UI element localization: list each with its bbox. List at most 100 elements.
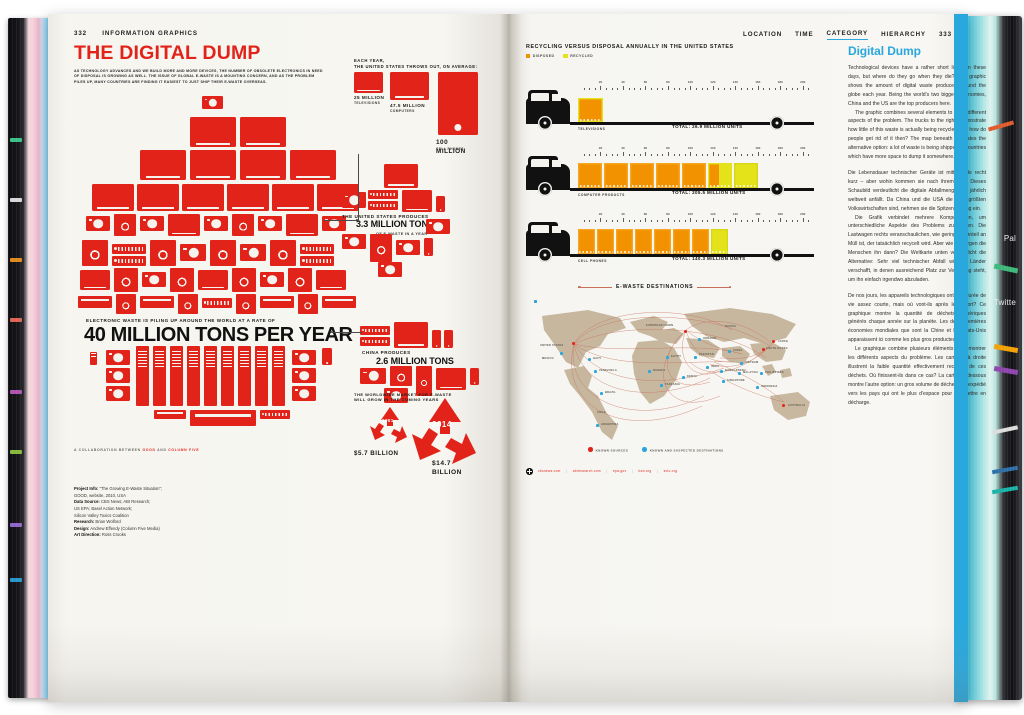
infographic-deck: AS TECHNOLOGY ADVANCES AND WE BUILD MORE…: [74, 68, 323, 85]
ruler-tick: [662, 87, 663, 90]
ruler-tick: [707, 87, 708, 90]
world-map: UNITED STATES EUROPEAN UNION JAPAN SOUTH…: [534, 300, 822, 450]
ruler-tick: [808, 219, 810, 222]
ruler-tick: [752, 219, 753, 222]
truck-total-text: TOTAL: 140.3 MILLION UNITS: [672, 256, 746, 261]
nav-item-time[interactable]: TIME: [795, 31, 814, 39]
crate: [734, 163, 758, 188]
ruler-tick: [622, 85, 624, 90]
map-label-mexico: MEXICO: [542, 357, 554, 360]
separator: |: [656, 469, 659, 474]
running-head-label: INFORMATION GRAPHICS: [102, 30, 198, 37]
column-title: Digital Dump: [848, 44, 921, 58]
nav-item-hierarchy[interactable]: HIERARCHY: [881, 31, 926, 39]
ruler-tick: [634, 219, 635, 222]
crate: [604, 163, 628, 188]
ruler-tick: [684, 153, 686, 156]
ruler-tick: [785, 219, 787, 222]
crate: [597, 229, 614, 254]
market-value-2001: $5.7 BILLION: [354, 450, 399, 457]
map-dest-dot: [738, 372, 741, 375]
source-link-cbsnews[interactable]: cbsnews.com: [538, 469, 561, 474]
source-link-abiresearch[interactable]: abiresearch.com: [572, 469, 601, 474]
ruler-tick: [673, 153, 675, 156]
device-1-unit: COMPUTERS: [390, 109, 415, 113]
device-camera: [202, 96, 223, 109]
source-link-ban[interactable]: ban.org: [638, 469, 652, 474]
market-label-2: WILL GROW IN THE COMING YEARS: [354, 397, 439, 403]
separator: |: [606, 469, 608, 474]
ruler-tick: [802, 85, 804, 90]
crate: [635, 229, 652, 254]
source-link-epa[interactable]: epa.gov: [612, 469, 627, 474]
ruler-tick: [679, 153, 680, 156]
crate: [708, 163, 732, 188]
ruler-tick: [707, 153, 708, 156]
source-link-svtc[interactable]: svtc.org: [663, 469, 678, 474]
us-label: THE UNITED STATES PRODUCES: [342, 214, 429, 219]
ruler-tick: [774, 153, 776, 156]
ruler-tick: [583, 87, 585, 90]
ruler-tick: [589, 153, 590, 156]
crate: [630, 163, 654, 188]
collab-columnfive: COLUMN FIVE: [168, 448, 200, 452]
crate: [711, 229, 728, 254]
ruler-tick: [583, 153, 585, 156]
globe-icon: [526, 468, 533, 475]
ruler-tick-label: 100: [687, 80, 693, 84]
ruler-tick: [600, 85, 602, 90]
map-label-singapore: SINGAPORE: [727, 379, 745, 382]
ruler-tick-label: 140: [732, 80, 738, 84]
each-year-block: EACH YEAR, THE UNITED STATES THROWS OUT,…: [354, 58, 478, 155]
colophon: Project Info: “The Growing E-Waste Situa…: [74, 486, 304, 539]
ruler-tick: [594, 87, 596, 90]
legend-swatch-disposed: [526, 54, 531, 59]
ruler-tick: [729, 219, 731, 222]
map-legend-dot-blue: [642, 447, 647, 452]
colophon-line: Silicon Valley Toxics Coalition: [74, 513, 304, 520]
ruler-tick: [808, 87, 810, 90]
map-dest-dot: [666, 356, 669, 359]
ruler-tick-label: 180: [777, 212, 783, 216]
column-paragraph: Die Lebensdauer technischer Geräte ist m…: [848, 169, 986, 212]
ruler-tick: [600, 217, 602, 222]
crate: [578, 229, 595, 254]
ruler-tick: [735, 151, 737, 156]
ruler-tick: [696, 153, 697, 156]
ruler-cell-phones: 20 40 60 80 100 120 140 160 180 200: [578, 212, 814, 222]
map-title: E-WASTE DESTINATIONS: [616, 284, 694, 290]
ruler-tick-label: 200: [800, 146, 806, 150]
ruler-tick: [662, 153, 663, 156]
map-label-bangladesh: BANGLADESH: [725, 369, 746, 372]
truck-computer-products: 20 40 60 80 100 120 140 160 180 200 COMPUTER: [526, 136, 826, 198]
colophon-line: Data Source: CBS News; ABI Research;: [74, 499, 304, 506]
map-source-dot: [684, 330, 688, 334]
map-label-russia: RUSSIA: [725, 325, 737, 328]
map-rule-left: [578, 285, 612, 288]
truck-cell-phones: 20 40 60 80 100 120 140 160 180 200: [526, 202, 826, 264]
ruler-tick: [622, 217, 624, 222]
ruler-tick-label: 160: [755, 80, 761, 84]
separator: |: [631, 469, 634, 474]
map-label-tanzania: TANZANIA: [665, 383, 681, 386]
map-source-dot: [572, 342, 576, 346]
ruler-tick: [645, 151, 647, 156]
nav-item-location[interactable]: LOCATION: [743, 31, 783, 39]
map-dest-dot: [660, 384, 663, 387]
world-rate-value: 40 MILLION TONS PER YEAR: [84, 324, 353, 346]
legend-item-disposed: DISPOSED: [526, 54, 554, 59]
text-column: Digital Dump Technological devices have …: [848, 44, 986, 408]
ruler-tick: [780, 151, 781, 156]
colophon-line: Project Info: “The Growing E-Waste Situa…: [74, 486, 304, 493]
ruler-tick: [724, 153, 725, 156]
map-legend-dot-red: [588, 447, 593, 452]
ruler-tick: [606, 219, 607, 222]
crate: [578, 163, 602, 188]
ruler-tick: [679, 219, 680, 222]
ruler-tick-label: 40: [621, 146, 625, 150]
colophon-text: CBS News; ABI Research;: [99, 499, 151, 505]
ruler-tick: [808, 153, 810, 156]
nav-item-category[interactable]: CATEGORY: [826, 30, 869, 40]
column-paragraph: Technological devices have a rather shor…: [848, 65, 986, 107]
crate: [578, 98, 603, 122]
